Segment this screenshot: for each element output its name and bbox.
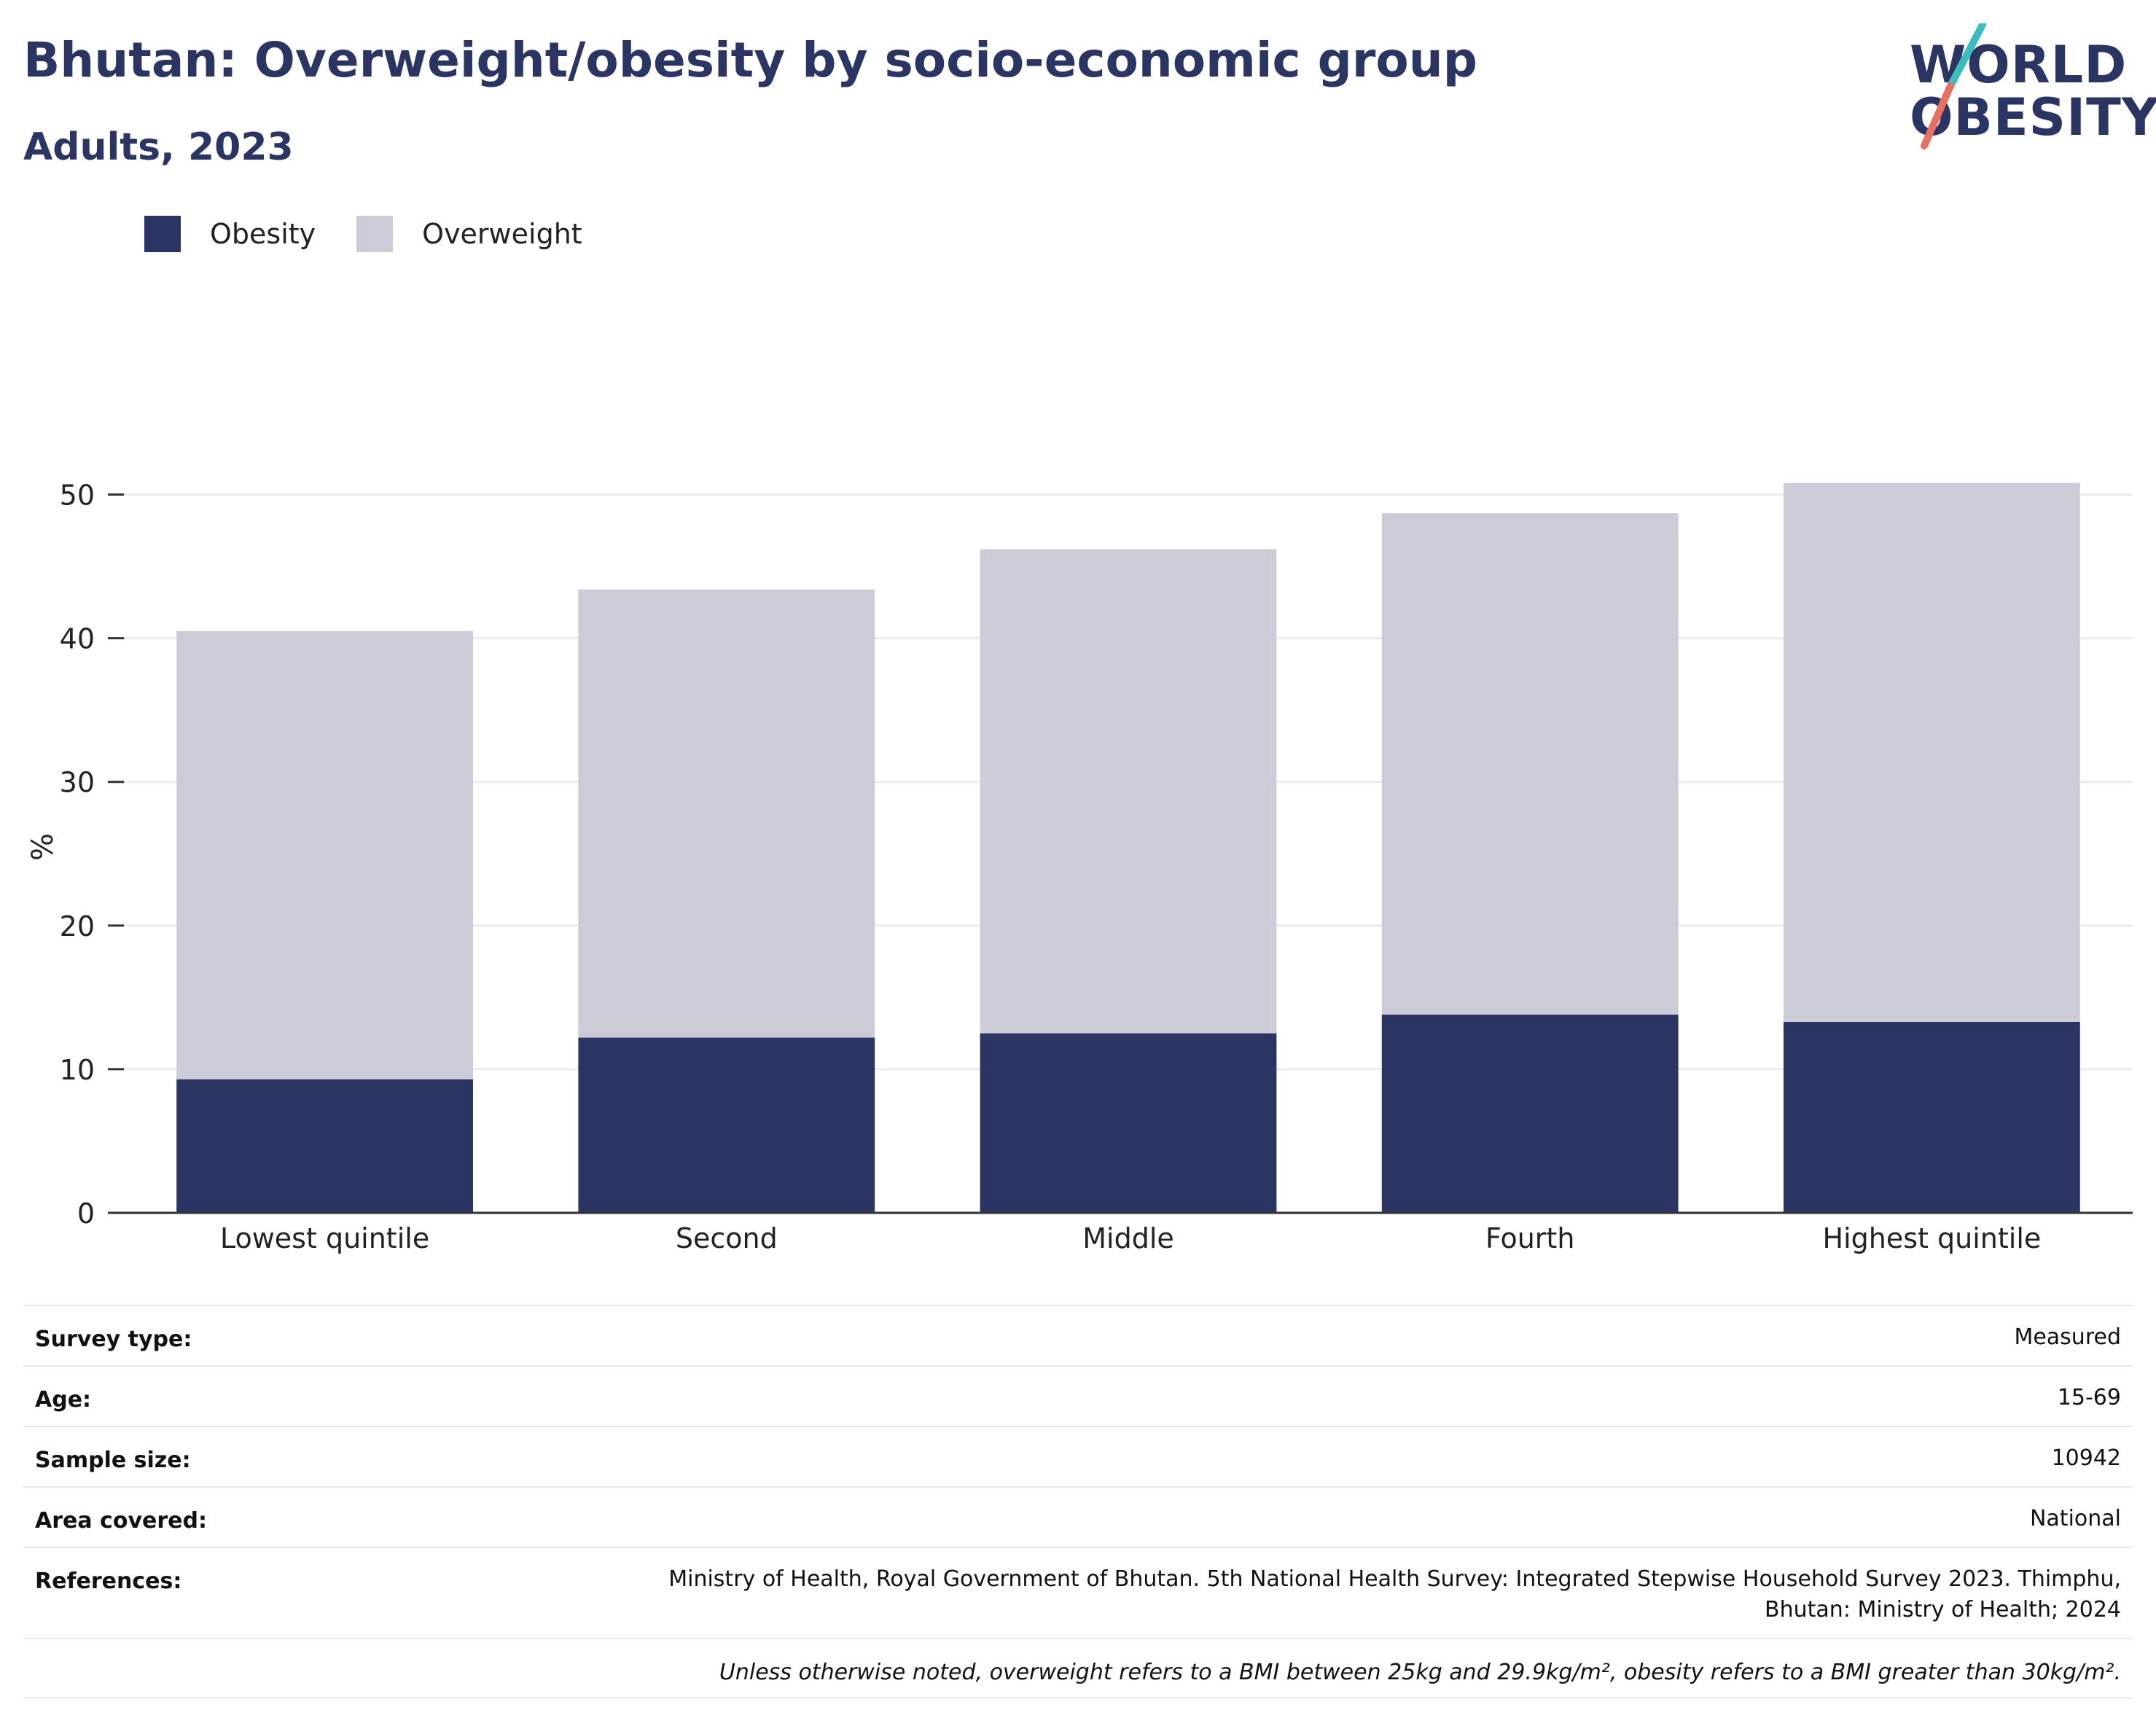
bar-overweight-1[interactable]	[176, 630, 473, 1079]
logo-word-world: WORLD	[1910, 35, 2128, 95]
bar-obesity-4[interactable]	[1381, 1015, 1679, 1213]
legend-item-obesity[interactable]: Obesity	[144, 216, 316, 252]
meta-row-area-covered: Area covered: National	[23, 1486, 2133, 1547]
x-axis-ticks: Lowest quintile Second Middle Fourth Highest…	[220, 1222, 2041, 1254]
y-tick-label: 0	[77, 1198, 95, 1230]
stacked-bar-chart: 0 10 20 30 40 50 Lowest quintile Second Middle F…	[26, 480, 2133, 1254]
y-tick-label: 40	[60, 623, 95, 655]
meta-label-area-covered: Area covered:	[35, 1508, 207, 1534]
meta-value-area-covered: National	[2029, 1506, 2121, 1531]
x-tick-label: Highest quintile	[1823, 1222, 2042, 1254]
meta-label-references: References:	[35, 1569, 182, 1594]
x-tick-label: Second	[676, 1222, 778, 1254]
x-tick-label: Lowest quintile	[220, 1222, 429, 1254]
y-tick-label: 30	[60, 767, 95, 799]
meta-value-references: Ministry of Health, Royal Government of …	[668, 1566, 2121, 1622]
y-tick-label: 10	[60, 1054, 95, 1086]
chart-legend: Obesity Overweight	[144, 216, 623, 252]
logo-word-obesity: OBESITY	[1910, 87, 2156, 147]
meta-row-sample-size: Sample size: 10942	[23, 1426, 2133, 1486]
bar-overweight-4[interactable]	[1381, 513, 1679, 1015]
survey-metadata-table: Survey type: Measured Age: 15-69 Sample …	[23, 1305, 2133, 1698]
meta-label-age: Age:	[35, 1387, 92, 1413]
world-obesity-logo: WORLD OBESITY	[1895, 23, 2156, 155]
meta-row-age: Age: 15-69	[23, 1365, 2133, 1426]
x-tick-label: Fourth	[1485, 1222, 1574, 1254]
bar-overweight-5[interactable]	[1784, 483, 2080, 1022]
meta-row-references: References: Ministry of Health, Royal Go…	[23, 1547, 2133, 1638]
bars	[176, 483, 2080, 1213]
bmi-definition-note: Unless otherwise noted, overweight refer…	[23, 1638, 2133, 1698]
bar-overweight-3[interactable]	[980, 549, 1277, 1034]
bar-obesity-1[interactable]	[176, 1079, 473, 1213]
x-tick-label: Middle	[1082, 1222, 1174, 1254]
meta-value-sample-size: 10942	[2051, 1445, 2121, 1471]
meta-value-age: 15-69	[2057, 1385, 2121, 1410]
chart-subtitle: Adults, 2023	[23, 125, 294, 169]
bar-obesity-5[interactable]	[1784, 1021, 2080, 1213]
meta-label-survey-type: Survey type:	[35, 1327, 192, 1352]
logo-slash-icon	[1921, 23, 1986, 149]
legend-label-overweight: Overweight	[422, 218, 582, 250]
legend-swatch-overweight	[356, 216, 394, 252]
bar-obesity-3[interactable]	[980, 1033, 1277, 1213]
chart-title: Bhutan: Overweight/obesity by socio-econ…	[23, 32, 1477, 88]
legend-label-obesity: Obesity	[210, 218, 316, 250]
legend-swatch-obesity	[144, 216, 181, 252]
legend-item-overweight[interactable]: Overweight	[356, 216, 582, 252]
y-axis-label: %	[26, 833, 60, 861]
meta-row-survey-type: Survey type: Measured	[23, 1305, 2133, 1365]
meta-value-survey-type: Measured	[2014, 1324, 2121, 1350]
bar-overweight-2[interactable]	[578, 589, 875, 1038]
y-tick-label: 50	[60, 480, 95, 512]
y-axis-ticks: 0 10 20 30 40 50	[60, 480, 124, 1230]
y-tick-label: 20	[60, 910, 95, 942]
bar-obesity-2[interactable]	[578, 1037, 875, 1213]
meta-label-sample-size: Sample size:	[35, 1448, 191, 1473]
